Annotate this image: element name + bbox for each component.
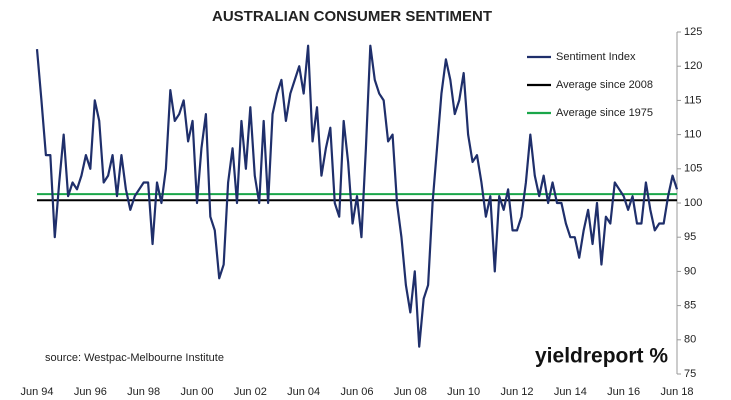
y-tick-label: 75 [684, 368, 696, 380]
x-tick-label: Jun 02 [234, 386, 267, 398]
legend-label: Average since 1975 [556, 107, 653, 119]
x-tick-label: Jun 08 [394, 386, 427, 398]
x-tick-label: Jun 96 [74, 386, 107, 398]
x-tick-label: Jun 10 [447, 386, 480, 398]
x-tick-label: Jun 00 [180, 386, 213, 398]
x-tick-label: Jun 04 [287, 386, 320, 398]
source-note: source: Westpac-Melbourne Institute [45, 352, 224, 364]
y-tick-label: 100 [684, 197, 702, 209]
legend-label: Average since 2008 [556, 79, 653, 91]
x-tick-label: Jun 06 [340, 386, 373, 398]
y-tick-label: 90 [684, 265, 696, 277]
y-tick-label: 110 [684, 129, 702, 141]
y-tick-label: 115 [684, 94, 702, 106]
y-tick-label: 105 [684, 163, 702, 175]
x-tick-label: Jun 12 [500, 386, 533, 398]
x-tick-label: Jun 98 [127, 386, 160, 398]
y-tick-label: 85 [684, 300, 696, 312]
x-tick-label: Jun 94 [20, 386, 53, 398]
y-tick-label: 125 [684, 26, 702, 38]
chart-title: AUSTRALIAN CONSUMER SENTIMENT [212, 8, 492, 25]
y-tick-label: 80 [684, 334, 696, 346]
x-tick-label: Jun 16 [607, 386, 640, 398]
x-tick-label: Jun 18 [660, 386, 693, 398]
series-line [35, 44, 679, 348]
x-tick-label: Jun 14 [554, 386, 587, 398]
y-tick-label: 95 [684, 231, 696, 243]
y-tick-label: 120 [684, 60, 702, 72]
brand-logo: yieldreport % [535, 345, 668, 368]
legend-label: Sentiment Index [556, 51, 636, 63]
